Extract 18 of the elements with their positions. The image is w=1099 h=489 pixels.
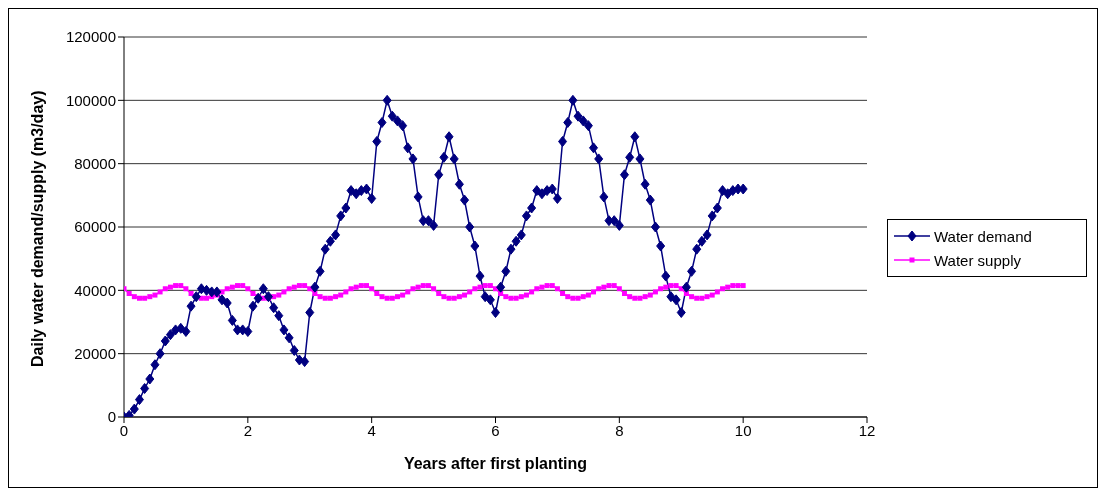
y-tick-label: 100000	[65, 91, 116, 109]
x-tick-label: 0	[119, 421, 129, 439]
legend-label: Water supply	[934, 251, 1021, 269]
x-tick-label: 2	[243, 421, 253, 439]
x-axis-title: Years after first planting	[403, 455, 588, 472]
y-axis-title: Daily water demand/supply (m3/day)	[28, 90, 46, 367]
legend-label: Water demand	[934, 227, 1032, 245]
x-tick-label: 6	[491, 421, 500, 439]
y-tick-label: 40000	[74, 281, 116, 299]
x-tick-label: 8	[615, 421, 624, 439]
x-tick-label: 4	[367, 421, 376, 439]
y-tick-label: 0	[107, 408, 116, 426]
y-tick-label: 80000	[74, 154, 116, 172]
x-tick-label: 10	[734, 421, 752, 439]
y-tick-label: 20000	[74, 344, 116, 362]
y-tick-label: 60000	[74, 218, 116, 236]
y-tick-label: 120000	[65, 28, 116, 46]
x-tick-label: 12	[858, 421, 876, 439]
